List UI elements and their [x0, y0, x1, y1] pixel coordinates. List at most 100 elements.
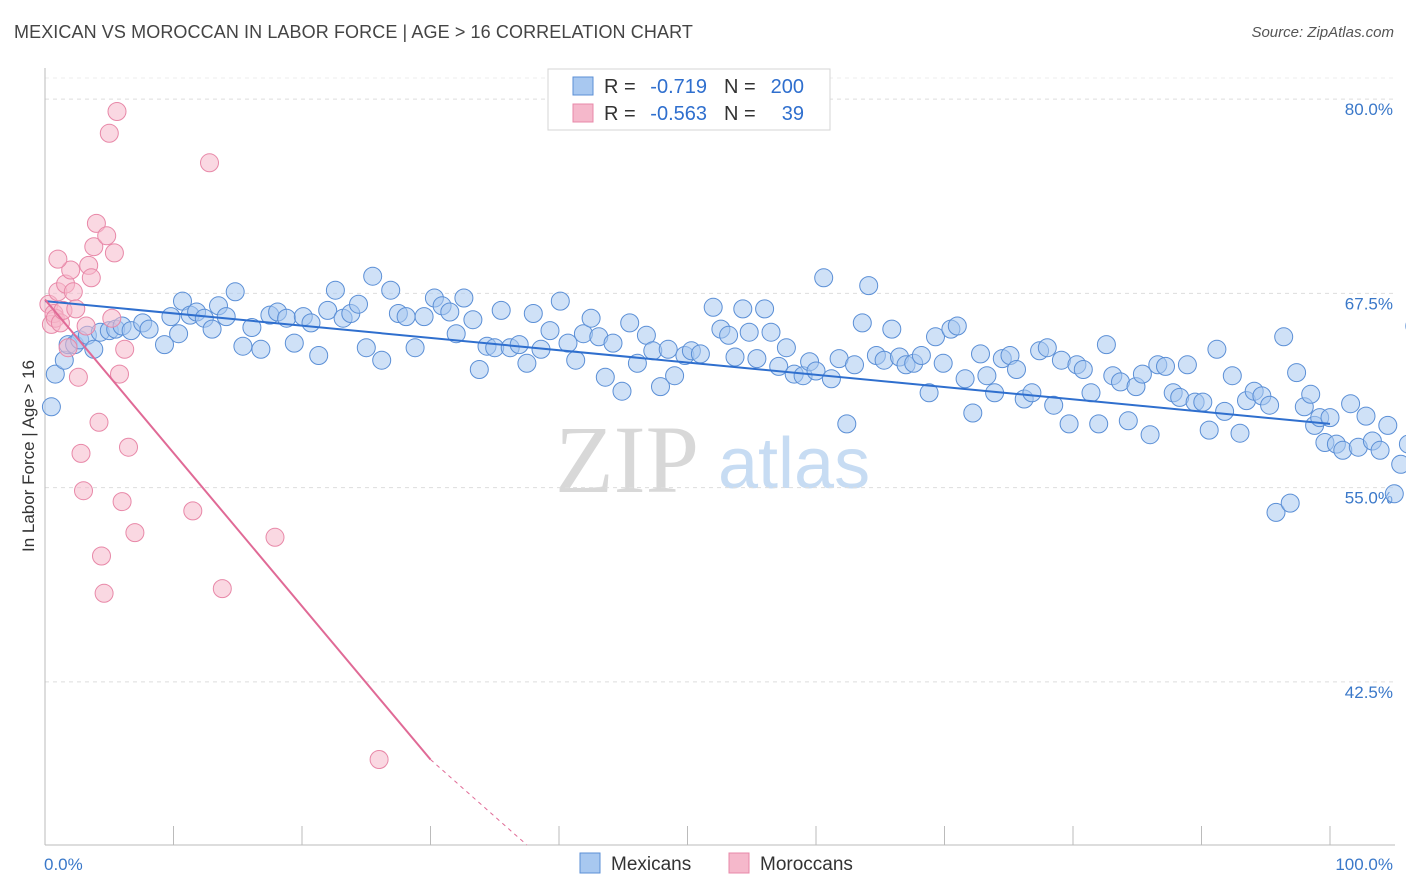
mexicans-point	[446, 324, 466, 344]
mexicans-point	[1222, 366, 1242, 386]
mexicans-point	[1059, 414, 1079, 434]
mexicans-point	[454, 288, 474, 308]
mexicans-point	[620, 313, 640, 333]
mexicans-point	[874, 350, 894, 370]
moroccans-point	[125, 523, 145, 543]
moroccans-point	[104, 243, 124, 263]
moroccans-point	[212, 579, 232, 599]
moroccans-points	[39, 102, 389, 769]
mexicans-point	[284, 333, 304, 353]
mexicans-point	[971, 344, 990, 364]
mexicans-point	[1140, 425, 1160, 445]
stats-n-label-moroccans: N =	[724, 103, 756, 125]
mexicans-point	[1384, 484, 1404, 504]
mexicans-point	[612, 381, 632, 401]
mexicans-point	[603, 333, 623, 353]
moroccans-point	[74, 481, 93, 501]
legend-label-moroccans: Moroccans	[760, 854, 853, 875]
mexicans-point	[719, 325, 739, 345]
legend-swatch-mexicans	[579, 852, 601, 874]
mexicans-point	[1287, 363, 1307, 383]
mexicans-point	[558, 333, 578, 353]
mexicans-point	[1260, 395, 1280, 415]
mexicans-point	[1341, 394, 1361, 414]
mexicans-point	[1391, 454, 1406, 474]
stats-box-frame	[547, 68, 831, 131]
mexicans-point	[845, 355, 864, 375]
moroccans-point	[112, 492, 132, 512]
mexicans-point	[318, 300, 338, 320]
mexicans-point	[1044, 395, 1064, 415]
legend-swatch-moroccans	[728, 852, 750, 874]
legend-label-mexicans: Mexicans	[611, 854, 691, 875]
mexicans-point	[45, 364, 65, 384]
mexicans-point	[1022, 383, 1042, 403]
mexicans-point	[665, 366, 685, 386]
mexicans-point	[690, 344, 710, 364]
mexicans-point	[595, 367, 615, 387]
mexicans-point	[1398, 434, 1406, 454]
mexicans-point	[1230, 423, 1250, 443]
moroccans-point	[61, 260, 81, 280]
moroccans-point	[97, 226, 117, 246]
mexicans-point	[733, 299, 753, 319]
moroccans-trend-line	[44, 298, 432, 761]
mexicans-point	[926, 327, 945, 347]
mexicans-point	[581, 308, 601, 328]
moroccans-point	[84, 237, 104, 257]
moroccans-point	[76, 316, 96, 336]
mexicans-point	[837, 414, 857, 434]
moroccans-point	[200, 153, 219, 173]
mexicans-point	[41, 397, 61, 417]
stats-r-value-mexicans: -0.719	[650, 76, 707, 98]
stats-n-label-mexicans: N =	[724, 76, 756, 98]
legend: Mexicans Moroccans	[579, 852, 853, 875]
mexicans-point	[405, 338, 425, 358]
mexicans-point	[955, 369, 975, 389]
mexicans-point	[1199, 420, 1219, 440]
mexicans-point	[1356, 406, 1376, 426]
mexicans-point	[919, 383, 939, 403]
mexicans-point	[739, 322, 759, 342]
watermark-atlas: atlas	[718, 424, 870, 504]
mexicans-point	[776, 338, 796, 358]
mexicans-point	[566, 350, 586, 370]
mexicans-point	[658, 339, 678, 359]
mexicans-point	[747, 349, 767, 369]
stats-r-label-moroccans: R =	[604, 103, 636, 125]
y-tick-labels: 42.5% 55.0% 67.5% 80.0%	[1345, 100, 1393, 702]
x-axis-ticks	[44, 826, 1331, 845]
mexicans-point	[161, 307, 181, 327]
y-axis-title: In Labor Force | Age > 16	[19, 360, 38, 552]
mexicans-point	[1118, 411, 1138, 431]
mexicans-point	[1378, 415, 1398, 435]
stats-r-label-mexicans: R =	[604, 76, 636, 98]
mexicans-point	[1177, 355, 1197, 375]
mexicans-trend-line	[44, 300, 1331, 425]
mexicans-point	[463, 310, 483, 330]
moroccans-point	[115, 339, 135, 359]
mexicans-point	[651, 377, 670, 397]
mexicans-point	[703, 297, 723, 317]
stats-n-value-moroccans: 39	[782, 103, 804, 125]
mexicans-point	[1266, 502, 1286, 522]
mexicans-point	[852, 313, 872, 333]
mexicans-point	[225, 282, 245, 302]
mexicans-point	[1320, 408, 1340, 428]
mexicans-point	[1007, 360, 1026, 379]
watermark-zip: ZIP	[555, 406, 699, 513]
mexicans-point	[977, 366, 997, 386]
mexicans-point	[947, 316, 967, 336]
trend-lines	[44, 298, 1331, 846]
mexicans-point	[202, 319, 222, 339]
mexicans-point	[1156, 356, 1175, 376]
moroccans-point	[107, 102, 127, 121]
moroccans-point	[110, 364, 129, 384]
stats-swatch-mexicans	[572, 76, 594, 96]
mexicans-point	[550, 291, 570, 311]
mexicans-point	[821, 369, 841, 389]
moroccans-trend-extension	[430, 759, 528, 846]
mexicans-point	[155, 335, 174, 355]
stats-r-value-moroccans: -0.563	[650, 103, 707, 125]
